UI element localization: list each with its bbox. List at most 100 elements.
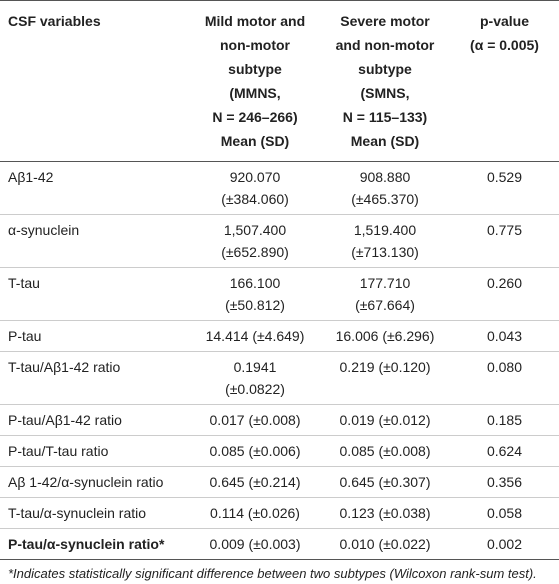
table-cell: 0.123 (±0.038) — [320, 497, 450, 529]
cell-text: 0.529 — [486, 169, 523, 185]
table-row: T-tau/Aβ1-42 ratio 0.1941 (±0.0822) 0.219 (… — [0, 351, 559, 405]
table-cell: 0.529 — [450, 161, 559, 215]
table-cell: 0.009 (±0.003) — [190, 528, 320, 560]
table-cell: P-tau/Aβ1-42 ratio — [0, 404, 190, 436]
table-cell: 1,507.400 (±652.890) — [190, 214, 320, 268]
cell-text: (±384.060) — [221, 191, 289, 207]
header-cell: p-value (α = 0.005) — [450, 1, 559, 162]
cell-text: 0.123 (±0.038) — [339, 505, 431, 521]
table-cell: 0.645 (±0.214) — [190, 466, 320, 498]
table-cell: P-tau/T-tau ratio — [0, 435, 190, 467]
header-cell: CSF variables — [0, 1, 190, 162]
table-cell: 0.1941 (±0.0822) — [190, 351, 320, 405]
table-cell: α-synuclein — [0, 214, 190, 268]
header-text: Mean (SD) — [220, 133, 290, 149]
table-cell: 0.019 (±0.012) — [320, 404, 450, 436]
cell-text: 0.185 — [486, 412, 523, 428]
header-text: N = 115–133) — [342, 109, 428, 125]
cell-text: 1,507.400 — [223, 222, 287, 238]
table-cell: T-tau/α-synuclein ratio — [0, 497, 190, 529]
table-cell: 0.085 (±0.008) — [320, 435, 450, 467]
header-cell: Severe motor and non-motor subtype (SMNS, N … — [320, 1, 450, 162]
cell-text: T-tau — [8, 275, 40, 291]
header-text: (SMNS, — [360, 85, 410, 101]
cell-text: T-tau/Aβ1-42 ratio — [8, 359, 121, 375]
cell-text: 0.002 — [486, 536, 523, 552]
table-cell: 0.114 (±0.026) — [190, 497, 320, 529]
table-row: T-tau/α-synuclein ratio 0.114 (±0.026) 0.1… — [0, 497, 559, 529]
table-cell: 16.006 (±6.296) — [320, 320, 450, 352]
table-cell: P-tau/α-synuclein ratio* — [0, 528, 190, 560]
table-cell: 0.260 — [450, 267, 559, 321]
header-text: N = 246–266) — [212, 109, 298, 125]
table-cell: 0.017 (±0.008) — [190, 404, 320, 436]
cell-text: 0.017 (±0.008) — [209, 412, 301, 428]
footnote: *Indicates statistically significant dif… — [8, 566, 537, 581]
table-cell: 0.219 (±0.120) — [320, 351, 450, 405]
cell-text: 0.080 — [486, 359, 523, 375]
cell-text: (±713.130) — [351, 244, 419, 260]
header-text: Severe motor — [340, 13, 430, 29]
table-cell: 166.100 (±50.812) — [190, 267, 320, 321]
table-cell: 177.710 (±67.664) — [320, 267, 450, 321]
cell-text: P-tau/Aβ1-42 ratio — [8, 412, 122, 428]
table-cell: 0.645 (±0.307) — [320, 466, 450, 498]
table-cell: Aβ 1-42/α-synuclein ratio — [0, 466, 190, 498]
cell-text: P-tau/T-tau ratio — [8, 443, 109, 459]
table-cell: 0.043 — [450, 320, 559, 352]
header-text: CSF variables — [8, 13, 101, 29]
cell-text: 0.058 — [486, 505, 523, 521]
table-cell: 920.070 (±384.060) — [190, 161, 320, 215]
header-text: (α = 0.005) — [470, 37, 539, 53]
table-row: P-tau 14.414 (±4.649) 16.006 (±6.296) 0.043 — [0, 320, 559, 352]
cell-text: 0.019 (±0.012) — [339, 412, 431, 428]
cell-text: 0.009 (±0.003) — [209, 536, 301, 552]
table-cell: Aβ1-42 — [0, 161, 190, 215]
header-text: non-motor — [220, 37, 290, 53]
cell-text: Aβ1-42 — [8, 169, 54, 185]
table-row: Aβ 1-42/α-synuclein ratio 0.645 (±0.214) 0… — [0, 466, 559, 498]
cell-text: 0.085 (±0.006) — [209, 443, 301, 459]
cell-text: 920.070 — [229, 169, 281, 185]
table-row: P-tau/Aβ1-42 ratio 0.017 (±0.008) 0.019 (±… — [0, 404, 559, 436]
cell-text: 0.043 — [486, 328, 523, 344]
table-cell: T-tau/Aβ1-42 ratio — [0, 351, 190, 405]
table-row: P-tau/α-synuclein ratio* 0.009 (±0.003) 0.… — [0, 528, 559, 560]
cell-text: (±465.370) — [351, 191, 419, 207]
cell-text: 0.085 (±0.008) — [339, 443, 431, 459]
table-cell: 0.002 — [450, 528, 559, 560]
cell-text: (±652.890) — [221, 244, 289, 260]
cell-text: P-tau/α-synuclein ratio* — [8, 536, 165, 552]
header-cell: Mild motor and non-motor subtype (MMNS, N = … — [190, 1, 320, 162]
header-text: subtype — [358, 61, 412, 77]
header-row: CSF variables Mild motor and non-motor subt… — [0, 0, 559, 162]
cell-text: 1,519.400 — [353, 222, 417, 238]
cell-text: (±50.812) — [225, 297, 285, 313]
table-cell: 0.080 — [450, 351, 559, 405]
cell-text: 0.356 — [486, 474, 523, 490]
cell-text: 0.260 — [486, 275, 523, 291]
cell-text: T-tau/α-synuclein ratio — [8, 505, 147, 521]
header-text: and non-motor — [335, 37, 435, 53]
cell-text: α-synuclein — [8, 222, 80, 238]
table-cell: 0.010 (±0.022) — [320, 528, 450, 560]
cell-text: (±0.0822) — [225, 381, 285, 397]
table-cell: 0.775 — [450, 214, 559, 268]
table-cell: 908.880 (±465.370) — [320, 161, 450, 215]
cell-text: 166.100 — [229, 275, 281, 291]
cell-text: 16.006 (±6.296) — [335, 328, 435, 344]
header-text: Mild motor and — [204, 13, 306, 29]
cell-text: 0.624 — [486, 443, 523, 459]
cell-text: 0.645 (±0.307) — [339, 474, 431, 490]
table-cell: 0.185 — [450, 404, 559, 436]
header-text: p-value — [479, 13, 529, 29]
header-text: subtype — [228, 61, 282, 77]
table-cell: T-tau — [0, 267, 190, 321]
table-row: P-tau/T-tau ratio 0.085 (±0.006) 0.085 (±0… — [0, 435, 559, 467]
cell-text: 0.010 (±0.022) — [339, 536, 431, 552]
cell-text: P-tau — [8, 328, 42, 344]
table-cell: 14.414 (±4.649) — [190, 320, 320, 352]
cell-text: 908.880 — [359, 169, 411, 185]
table-cell: 0.058 — [450, 497, 559, 529]
